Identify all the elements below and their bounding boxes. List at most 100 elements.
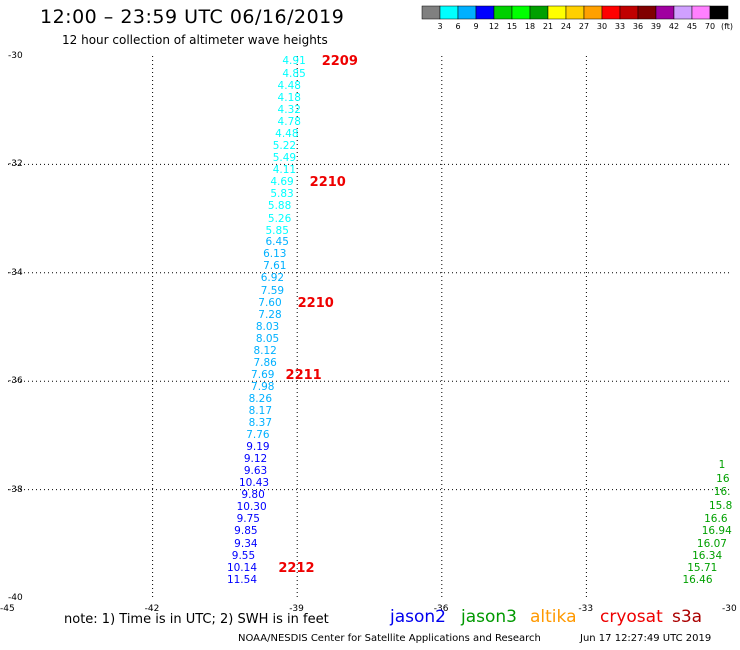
legend-swatch [511, 5, 531, 20]
wave-height-label: 4.48 [277, 79, 301, 92]
y-tick-label: -34 [8, 267, 23, 278]
footer-note: note: 1) Time is in UTC; 2) SWH is in fe… [64, 612, 329, 627]
x-tick-label: -45 [0, 604, 15, 614]
x-tick-label: -42 [144, 604, 160, 614]
wave-height-label: 16 [716, 472, 730, 485]
legend-label: 9 [473, 22, 479, 31]
x-tick-label: -30 [722, 604, 737, 614]
wave-height-label: 4.91 [282, 55, 306, 68]
pass-number: 2209 [321, 54, 358, 70]
wave-height-label: 5.22 [272, 139, 297, 152]
satellite-name: altika [530, 607, 577, 627]
pass-number: 2211 [285, 367, 322, 383]
legend-swatch [565, 5, 585, 20]
legend-label: 42 [668, 22, 680, 31]
wave-height-label: 8.17 [248, 405, 273, 417]
wave-height-label: 16. [713, 486, 731, 499]
pass-number: 2212 [278, 560, 315, 576]
wave-height-label: 16.07 [696, 537, 727, 550]
wave-height-label: 10.30 [236, 501, 267, 514]
wave-height-label: 9.19 [246, 441, 270, 454]
wave-height-label: 9.34 [234, 537, 258, 550]
wave-height-label: 9.55 [231, 549, 256, 562]
satellite-name: jason2 [390, 607, 446, 627]
wave-height-label: 4.48 [275, 128, 299, 141]
wave-height-label: 8.37 [248, 416, 273, 429]
legend-swatch [493, 5, 513, 20]
legend-label: 27 [578, 22, 590, 31]
wave-height-label: 9.75 [236, 513, 260, 526]
wave-height-label: 6.45 [265, 236, 289, 249]
wave-height-label: 6.92 [260, 272, 285, 285]
wave-height-label: 16.6 [704, 513, 728, 526]
wave-height-label: 16.34 [692, 549, 723, 562]
legend-swatch [709, 5, 729, 20]
legend-swatch [619, 5, 639, 20]
wave-height-label: 4.18 [277, 91, 301, 104]
legend-label: 45 [686, 22, 698, 31]
generated-timestamp: Jun 17 12:27:49 UTC 2019 [580, 633, 712, 644]
legend-label: 36 [632, 22, 644, 31]
y-tick-label: -38 [8, 484, 23, 495]
pass-number: 2210 [297, 295, 334, 311]
wave-height-label: 4.32 [277, 104, 301, 117]
legend-swatch [529, 5, 549, 20]
wave-height-label: 7.28 [258, 308, 282, 321]
wave-height-label: 5.49 [272, 151, 297, 164]
legend-swatch [439, 5, 459, 20]
legend-swatch [637, 5, 657, 20]
pass-number: 2210 [309, 175, 346, 191]
wave-height-label: 6.13 [263, 248, 287, 261]
wave-height-label: 8.12 [253, 344, 277, 357]
wave-height-label: 10.43 [239, 477, 270, 490]
legend-label: (ft) [720, 22, 734, 31]
x-tick-label: -36 [433, 604, 449, 614]
legend-swatch [421, 5, 441, 20]
legend-label: 15 [506, 22, 518, 31]
legend-swatch [655, 5, 675, 20]
grid-lines [8, 56, 731, 598]
wave-height-label: 10.14 [226, 561, 257, 574]
x-tick-label: -33 [578, 604, 594, 614]
wave-height-label: 4.11 [272, 163, 297, 176]
legend-swatch [547, 5, 567, 20]
legend-swatch [691, 5, 711, 20]
legend-label: 24 [560, 22, 572, 31]
chart-title: 12:00 – 23:59 UTC 06/16/2019 [40, 6, 345, 28]
wave-height-label: 1 [718, 459, 726, 472]
credit-text: NOAA/NESDIS Center for Satellite Applica… [238, 633, 541, 644]
legend-label: 21 [542, 22, 554, 31]
wave-height-label: 9.80 [241, 489, 265, 502]
legend-label: 39 [650, 22, 662, 31]
wave-height-label: 4.78 [277, 116, 301, 129]
legend-label: 6 [455, 22, 461, 31]
wave-height-label: 8.05 [255, 332, 280, 345]
wave-height-label: 9.12 [243, 453, 268, 466]
chart-subtitle: 12 hour collection of altimeter wave hei… [62, 33, 328, 47]
y-tick-label: -32 [8, 159, 23, 170]
satellite-name: jason3 [461, 607, 517, 627]
wave-height-label: 7.69 [251, 368, 275, 381]
wave-height-label: 16.46 [682, 573, 713, 586]
legend-swatch [457, 5, 477, 20]
legend-label: 30 [596, 22, 608, 31]
legend-swatch [475, 5, 495, 20]
wave-height-label: 7.60 [258, 296, 282, 309]
legend-label: 12 [488, 22, 500, 31]
wave-height-label: 5.26 [267, 212, 292, 225]
legend-swatch [583, 5, 603, 20]
wave-height-label: 4.69 [270, 176, 294, 189]
wave-height-label: 15.71 [687, 561, 718, 574]
y-tick-label: -36 [8, 376, 23, 387]
x-tick-label: -39 [289, 604, 304, 614]
wave-height-label: 9.63 [243, 465, 268, 478]
wave-height-label: 16.94 [701, 525, 732, 538]
legend-label: 3 [437, 22, 443, 31]
legend-swatch [673, 5, 693, 20]
legend-label: 18 [524, 22, 536, 31]
wave-height-label: 8.03 [255, 321, 280, 333]
wave-height-label: 11.54 [226, 573, 257, 586]
color-legend [421, 5, 729, 20]
wave-height-label: 5.83 [270, 188, 294, 201]
